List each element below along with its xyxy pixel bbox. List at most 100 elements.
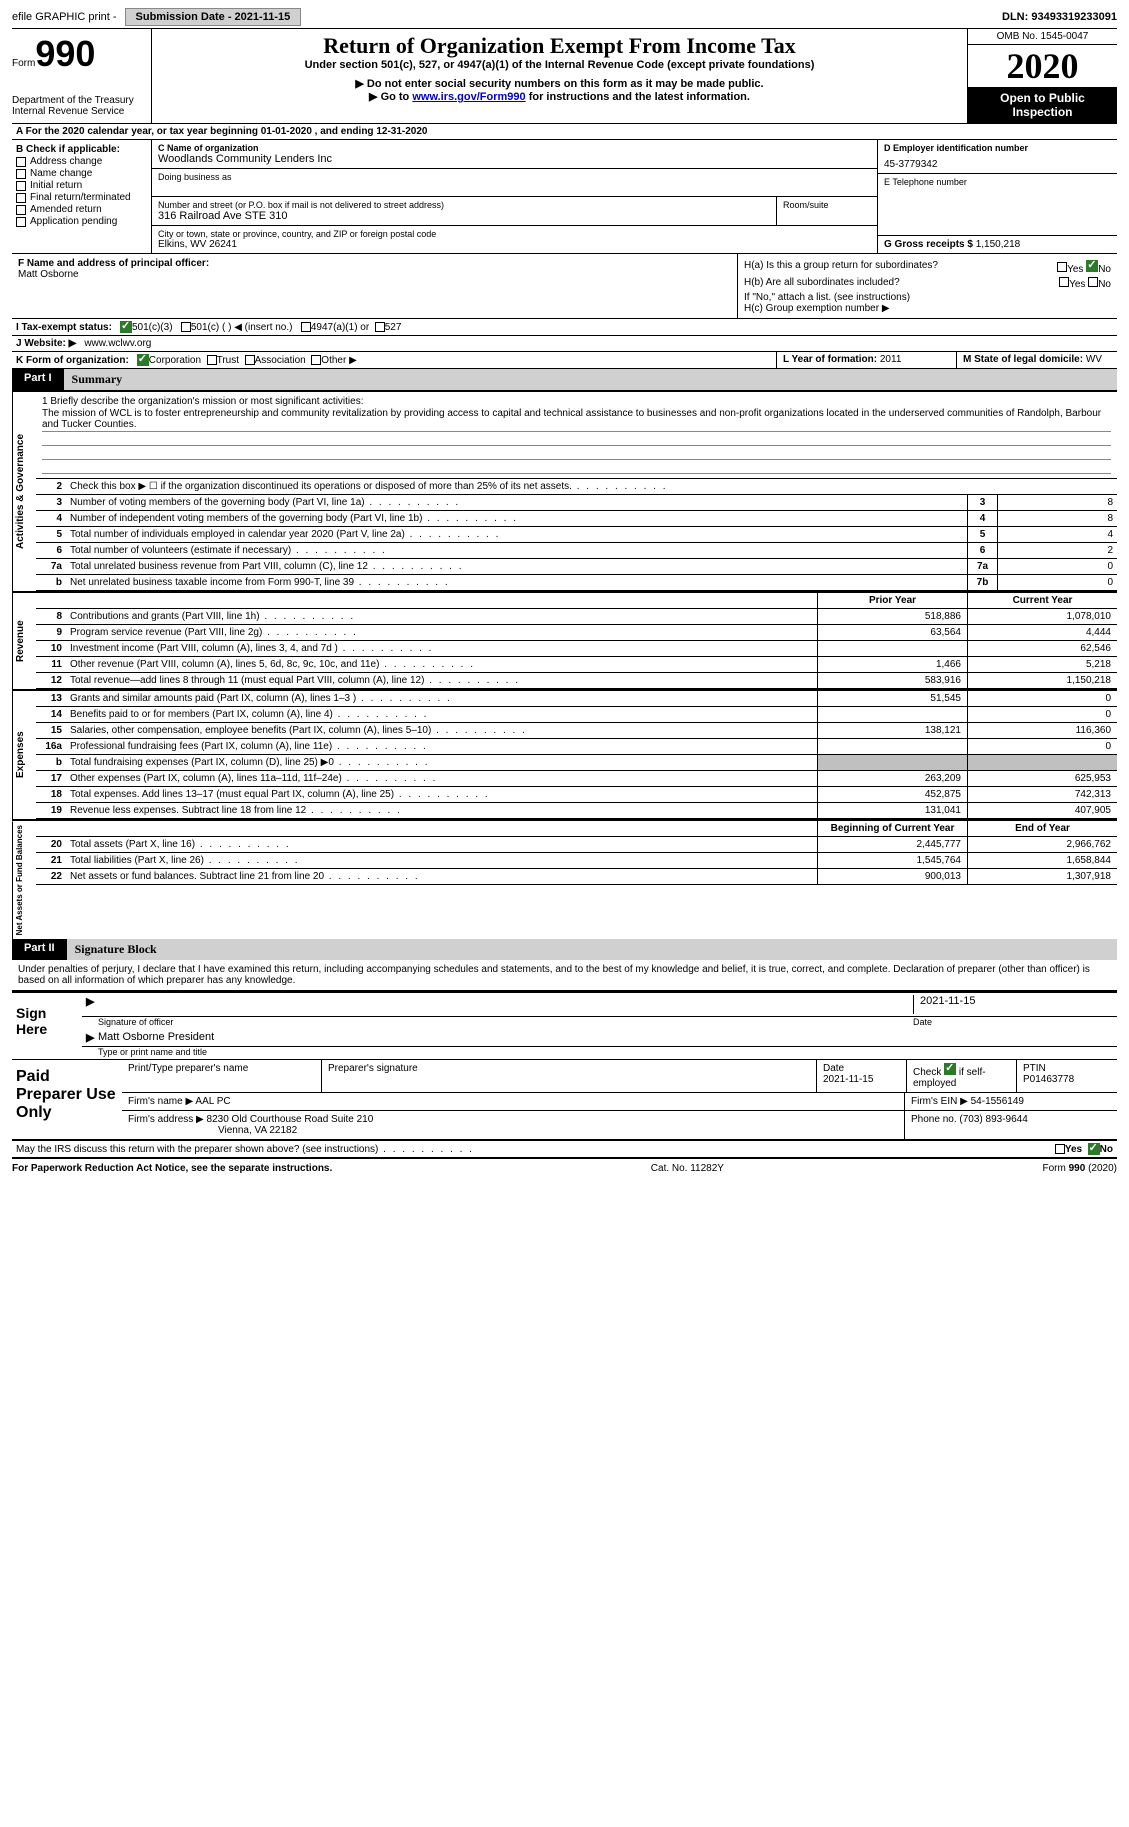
self-employed-label: Check if self-employed <box>907 1060 1017 1092</box>
line-number: 14 <box>36 707 66 722</box>
entity-info: B Check if applicable: Address changeNam… <box>12 140 1117 254</box>
line-number: 10 <box>36 641 66 656</box>
officer-label: F Name and address of principal officer: <box>18 258 209 269</box>
instruction-link: ▶ Go to www.irs.gov/Form990 for instruct… <box>160 90 959 103</box>
date-label: Date <box>913 1017 1113 1027</box>
line-desc: Check this box ▶ ☐ if the organization d… <box>66 479 1117 494</box>
checkbox-label: Amended return <box>30 204 102 215</box>
line-desc: Other expenses (Part IX, column (A), lin… <box>66 771 817 786</box>
other-checkbox[interactable] <box>311 355 321 365</box>
discuss-no-checkbox[interactable] <box>1088 1143 1100 1155</box>
501c-checkbox[interactable] <box>181 322 191 332</box>
hb-no-checkbox[interactable] <box>1088 277 1098 287</box>
checkbox-label: Final return/terminated <box>30 192 131 203</box>
line-number: 15 <box>36 723 66 738</box>
form-word: Form <box>12 58 35 69</box>
name-label: C Name of organization <box>158 143 259 153</box>
self-employed-checkbox[interactable] <box>944 1063 956 1075</box>
street-address: 316 Railroad Ave STE 310 <box>158 210 770 222</box>
irs-link[interactable]: www.irs.gov/Form990 <box>412 91 525 103</box>
ha-no-checkbox[interactable] <box>1086 260 1098 272</box>
page-footer: For Paperwork Reduction Act Notice, see … <box>12 1159 1117 1178</box>
dept-irs: Internal Revenue Service <box>12 106 145 117</box>
current-value: 2,966,762 <box>967 837 1117 852</box>
submission-date-button[interactable]: Submission Date - 2021-11-15 <box>125 8 302 26</box>
domicile-value: WV <box>1086 354 1102 365</box>
line-desc: Other revenue (Part VIII, column (A), li… <box>66 657 817 672</box>
paid-preparer-block: Paid Preparer Use Only Print/Type prepar… <box>12 1059 1117 1141</box>
line-box: 5 <box>967 527 997 542</box>
addr-label: Number and street (or P.O. box if mail i… <box>158 200 770 210</box>
top-bar: efile GRAPHIC print - Submission Date - … <box>12 8 1117 29</box>
prior-value: 1,545,764 <box>817 853 967 868</box>
checkbox[interactable] <box>16 157 26 167</box>
current-value: 0 <box>967 739 1117 754</box>
501c3-checkbox[interactable] <box>120 321 132 333</box>
part2-header: Part II Signature Block <box>12 939 1117 960</box>
line-number: 7a <box>36 559 66 574</box>
line-desc: Professional fundraising fees (Part IX, … <box>66 739 817 754</box>
current-value: 4,444 <box>967 625 1117 640</box>
type-name-label: Type or print name and title <box>82 1047 1117 1059</box>
line-box: 4 <box>967 511 997 526</box>
firm-ein-label: Firm's EIN ▶ <box>911 1096 968 1107</box>
col-b-title: B Check if applicable: <box>16 144 147 155</box>
dept-treasury: Department of the Treasury <box>12 95 145 106</box>
line-value: 2 <box>997 543 1117 558</box>
checkbox[interactable] <box>16 217 26 227</box>
form-subtitle: Under section 501(c), 527, or 4947(a)(1)… <box>160 59 959 71</box>
trust-checkbox[interactable] <box>207 355 217 365</box>
line-number: 12 <box>36 673 66 688</box>
line-desc: Benefits paid to or for members (Part IX… <box>66 707 817 722</box>
dln-label: DLN: 93493319233091 <box>1002 11 1117 23</box>
line-number: b <box>36 755 66 770</box>
prior-value: 63,564 <box>817 625 967 640</box>
mission-question: 1 Briefly describe the organization's mi… <box>42 396 1111 407</box>
line-number: 4 <box>36 511 66 526</box>
discuss-yes-checkbox[interactable] <box>1055 1144 1065 1154</box>
line-number: 18 <box>36 787 66 802</box>
line-value: 8 <box>997 495 1117 510</box>
prior-value: 131,041 <box>817 803 967 818</box>
checkbox-label: Name change <box>30 168 92 179</box>
line-desc: Program service revenue (Part VIII, line… <box>66 625 817 640</box>
checkbox[interactable] <box>16 193 26 203</box>
checkbox[interactable] <box>16 169 26 179</box>
prior-value: 583,916 <box>817 673 967 688</box>
527-checkbox[interactable] <box>375 322 385 332</box>
ha-yes-checkbox[interactable] <box>1057 262 1067 272</box>
current-value: 1,078,010 <box>967 609 1117 624</box>
section-fgh: F Name and address of principal officer:… <box>12 254 1117 319</box>
line-desc: Total fundraising expenses (Part IX, col… <box>66 755 817 770</box>
expenses-label: Expenses <box>12 691 36 819</box>
assoc-checkbox[interactable] <box>245 355 255 365</box>
instruction-ssn: ▶ Do not enter social security numbers o… <box>160 77 959 90</box>
sign-here-block: Sign Here ▶ 2021-11-15 Signature of offi… <box>12 992 1117 1059</box>
line-number: 13 <box>36 691 66 706</box>
year-formation-value: 2011 <box>880 354 902 365</box>
hb-yes-checkbox[interactable] <box>1059 277 1069 287</box>
line-box: 7a <box>967 559 997 574</box>
4947-checkbox[interactable] <box>301 322 311 332</box>
corp-checkbox[interactable] <box>137 354 149 366</box>
firm-addr2: Vienna, VA 22182 <box>218 1125 297 1136</box>
checkbox[interactable] <box>16 181 26 191</box>
discuss-line: May the IRS discuss this return with the… <box>12 1141 1117 1159</box>
current-value: 742,313 <box>967 787 1117 802</box>
line-desc: Total liabilities (Part X, line 26) <box>66 853 817 868</box>
officer-name: Matt Osborne <box>18 269 731 280</box>
h-a-label: H(a) Is this a group return for subordin… <box>744 260 938 275</box>
org-name: Woodlands Community Lenders Inc <box>158 153 871 165</box>
line-desc: Grants and similar amounts paid (Part IX… <box>66 691 817 706</box>
domicile-label: M State of legal domicile: <box>963 354 1086 365</box>
form-number: 990 <box>35 33 95 74</box>
line-value: 0 <box>997 575 1117 590</box>
checkbox[interactable] <box>16 205 26 215</box>
h-c-label: H(c) Group exemption number ▶ <box>744 303 1111 314</box>
firm-addr1: 8230 Old Courthouse Road Suite 210 <box>207 1114 374 1125</box>
firm-addr-label: Firm's address ▶ <box>128 1114 204 1125</box>
ein-value: 45-3779342 <box>884 159 1111 170</box>
prep-date-value: 2021-11-15 <box>823 1074 873 1085</box>
current-value: 407,905 <box>967 803 1117 818</box>
officer-name-title: Matt Osborne President <box>98 1031 214 1044</box>
